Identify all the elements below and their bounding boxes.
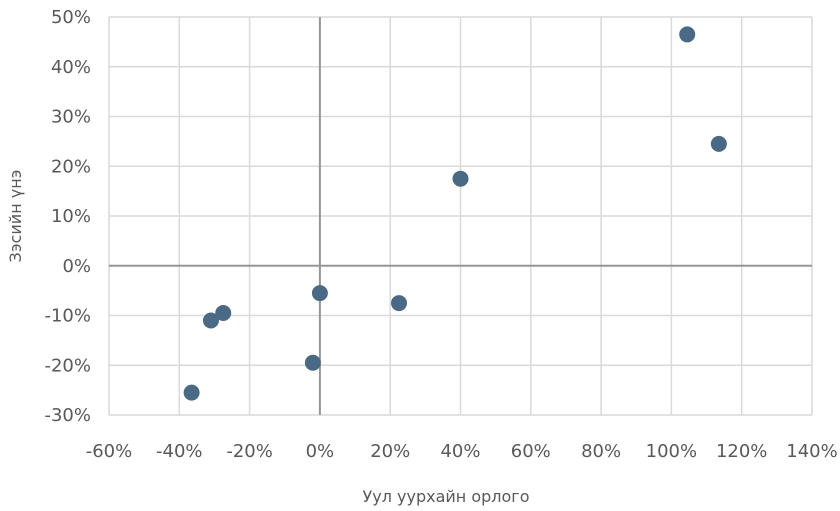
x-tick-label: -40%: [156, 441, 203, 462]
y-tick-label: 50%: [51, 7, 91, 28]
x-tick-label: 20%: [370, 441, 410, 462]
data-point: [304, 354, 321, 371]
y-tick-label: 40%: [51, 57, 91, 78]
x-tick-label: 0%: [306, 441, 335, 462]
y-tick-label: 30%: [51, 107, 91, 128]
x-tick-label: 40%: [440, 441, 480, 462]
y-tick-label: 0%: [62, 256, 91, 277]
data-point: [390, 295, 407, 312]
x-tick-label: 120%: [716, 441, 767, 462]
x-tick-label: 80%: [581, 441, 621, 462]
x-axis-title: Уул уурхайн орлого: [363, 487, 530, 506]
data-point: [202, 312, 219, 329]
y-tick-label: -10%: [44, 306, 91, 327]
y-axis-tick-labels: -30% -20% -10% 0% 10% 20% 30% 40% 50%: [44, 7, 91, 426]
y-tick-label: -30%: [44, 405, 91, 426]
x-tick-label: -60%: [86, 441, 133, 462]
x-tick-label: -20%: [226, 441, 273, 462]
x-axis-tick-labels: -60% -40% -20% 0% 20% 40% 60% 80% 100% 120% 140%: [86, 441, 838, 462]
data-point: [452, 170, 469, 187]
y-tick-label: 20%: [51, 156, 91, 177]
vertical-gridlines: [108, 17, 813, 415]
data-point: [183, 384, 200, 401]
data-points: [183, 26, 727, 401]
y-axis-title: Зэсийн үнэ: [6, 170, 25, 263]
y-tick-label: 10%: [51, 206, 91, 227]
x-tick-label: 100%: [646, 441, 697, 462]
data-point: [215, 305, 232, 322]
x-tick-label: 60%: [511, 441, 551, 462]
data-point: [679, 26, 696, 43]
x-tick-label: 140%: [786, 441, 837, 462]
data-point: [710, 135, 727, 152]
y-tick-label: -20%: [44, 355, 91, 376]
zero-axis-lines: [109, 17, 812, 415]
data-point: [311, 285, 328, 302]
